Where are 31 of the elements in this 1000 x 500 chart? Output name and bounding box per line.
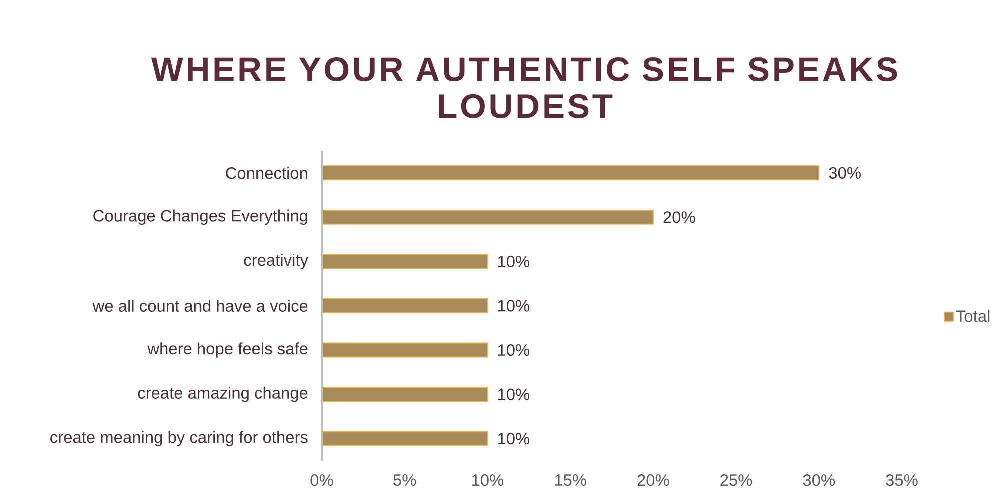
y-tick-label: creativity [244, 254, 308, 270]
x-tick-label: 0% [310, 474, 334, 486]
bar [322, 431, 488, 446]
bar [322, 298, 488, 314]
x-tick-label: 25% [720, 474, 752, 486]
x-tick-label: 5% [394, 474, 416, 486]
data-label: 10% [498, 300, 530, 312]
data-label: 10% [498, 433, 530, 445]
data-label: 20% [664, 212, 696, 224]
bar [322, 254, 488, 270]
x-tick-label: 30% [803, 474, 836, 486]
y-tick-label: create amazing change [138, 386, 308, 402]
y-tick-label: where hope feels safe [148, 342, 308, 358]
data-label: 10% [498, 388, 530, 400]
y-tick-label: we all count and have a voice [92, 300, 308, 312]
data-label: 10% [498, 256, 530, 268]
x-tick-label: 20% [638, 474, 670, 486]
x-tick-label: 10% [472, 474, 504, 486]
chart-title: WHERE YOUR AUTHENTIC SELF SPEAKS LOUDEST [151, 58, 898, 118]
data-label: 30% [829, 167, 861, 179]
x-tick-label: 35% [886, 474, 918, 486]
legend-label: Total [956, 310, 990, 322]
data-label: 10% [498, 344, 530, 356]
y-tick-label: create meaning by caring for others [50, 431, 308, 447]
bar [322, 210, 654, 225]
y-tick-label: Courage Changes Everything [94, 210, 308, 226]
bar [322, 166, 820, 181]
bar [322, 342, 488, 358]
y-tick-label: Connection [226, 167, 308, 180]
x-tick-label: 15% [555, 474, 586, 486]
bar [322, 387, 488, 402]
